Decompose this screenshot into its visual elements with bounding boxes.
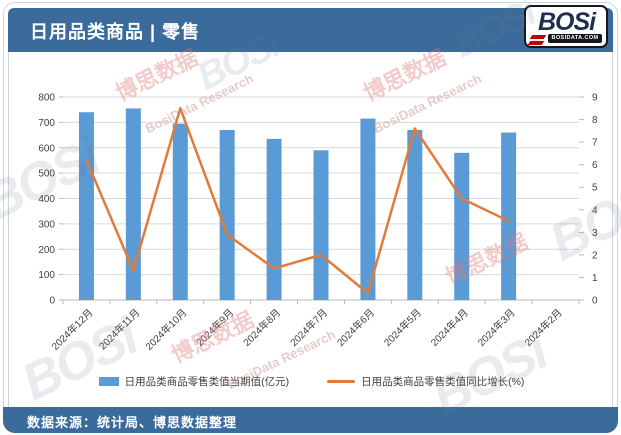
svg-text:1: 1: [592, 273, 598, 284]
svg-text:8: 8: [592, 115, 598, 126]
svg-text:800: 800: [38, 93, 55, 104]
svg-text:0: 0: [592, 296, 598, 307]
svg-text:7: 7: [592, 138, 598, 149]
logo-text: BOSi: [538, 8, 596, 36]
svg-text:5: 5: [592, 183, 598, 194]
svg-text:2024年12月: 2024年12月: [49, 306, 96, 353]
header-bar: 日用品类商品 | 零售 BOSi BOSIDATA.COM: [8, 5, 613, 52]
legend-item-line-series: 日用品类商品零售类值同比增长(%): [327, 374, 524, 389]
bosi-logo: BOSi BOSIDATA.COM: [524, 5, 608, 48]
legend-item-bar-series: 日用品类商品零售类值当期值(亿元): [98, 374, 290, 389]
svg-text:2024年4月: 2024年4月: [428, 306, 471, 349]
chart-legend: 日用品类商品零售类值当期值(亿元) 日用品类商品零售类值同比增长(%): [9, 374, 614, 389]
svg-text:2024年8月: 2024年8月: [240, 306, 283, 349]
logo-domain: BOSIDATA.COM: [548, 34, 602, 43]
svg-text:2024年11月: 2024年11月: [96, 306, 142, 352]
logo-stripe-icon: [527, 41, 545, 45]
svg-text:300: 300: [38, 219, 55, 230]
footer-bar: 数据来源：统计局、博思数据整理: [3, 407, 618, 433]
combo-chart: 0 100 200 300 400 500 600 700 800 0 1 2 3 4 5 6 7 8 9 2024年…: [38, 93, 598, 353]
svg-text:500: 500: [38, 169, 55, 180]
legend-label: 日用品类商品零售类值同比增长(%): [361, 376, 525, 388]
svg-text:600: 600: [38, 143, 55, 154]
svg-text:4: 4: [592, 205, 598, 216]
legend-label: 日用品类商品零售类值当期值(亿元): [124, 376, 290, 388]
svg-text:0: 0: [49, 296, 55, 307]
svg-text:2024年5月: 2024年5月: [381, 306, 424, 349]
svg-text:6: 6: [592, 160, 598, 171]
svg-text:400: 400: [38, 194, 55, 205]
svg-text:2024年6月: 2024年6月: [334, 306, 377, 349]
svg-text:2024年3月: 2024年3月: [475, 306, 518, 349]
svg-text:2: 2: [592, 250, 598, 261]
logo-stripe-icon: [529, 35, 547, 39]
svg-text:200: 200: [38, 245, 55, 256]
svg-text:100: 100: [38, 270, 55, 281]
svg-text:9: 9: [592, 93, 598, 104]
data-source-text: 数据来源：统计局、博思数据整理: [27, 415, 238, 430]
svg-text:700: 700: [38, 118, 55, 129]
bar-series-swatch-icon: [98, 377, 119, 386]
chart-panel: 0 100 200 300 400 500 600 700 800 0 1 2 3 4 5 6 7 8 9 2024年…: [8, 52, 613, 407]
svg-text:2024年10月: 2024年10月: [142, 306, 189, 353]
svg-text:3: 3: [592, 228, 598, 239]
page-title: 日用品类商品 | 零售: [30, 22, 201, 42]
line-series-swatch-icon: [327, 380, 356, 383]
svg-text:2024年9月: 2024年9月: [193, 306, 236, 349]
svg-text:2024年7月: 2024年7月: [287, 306, 330, 349]
svg-text:2024年2月: 2024年2月: [522, 306, 565, 349]
